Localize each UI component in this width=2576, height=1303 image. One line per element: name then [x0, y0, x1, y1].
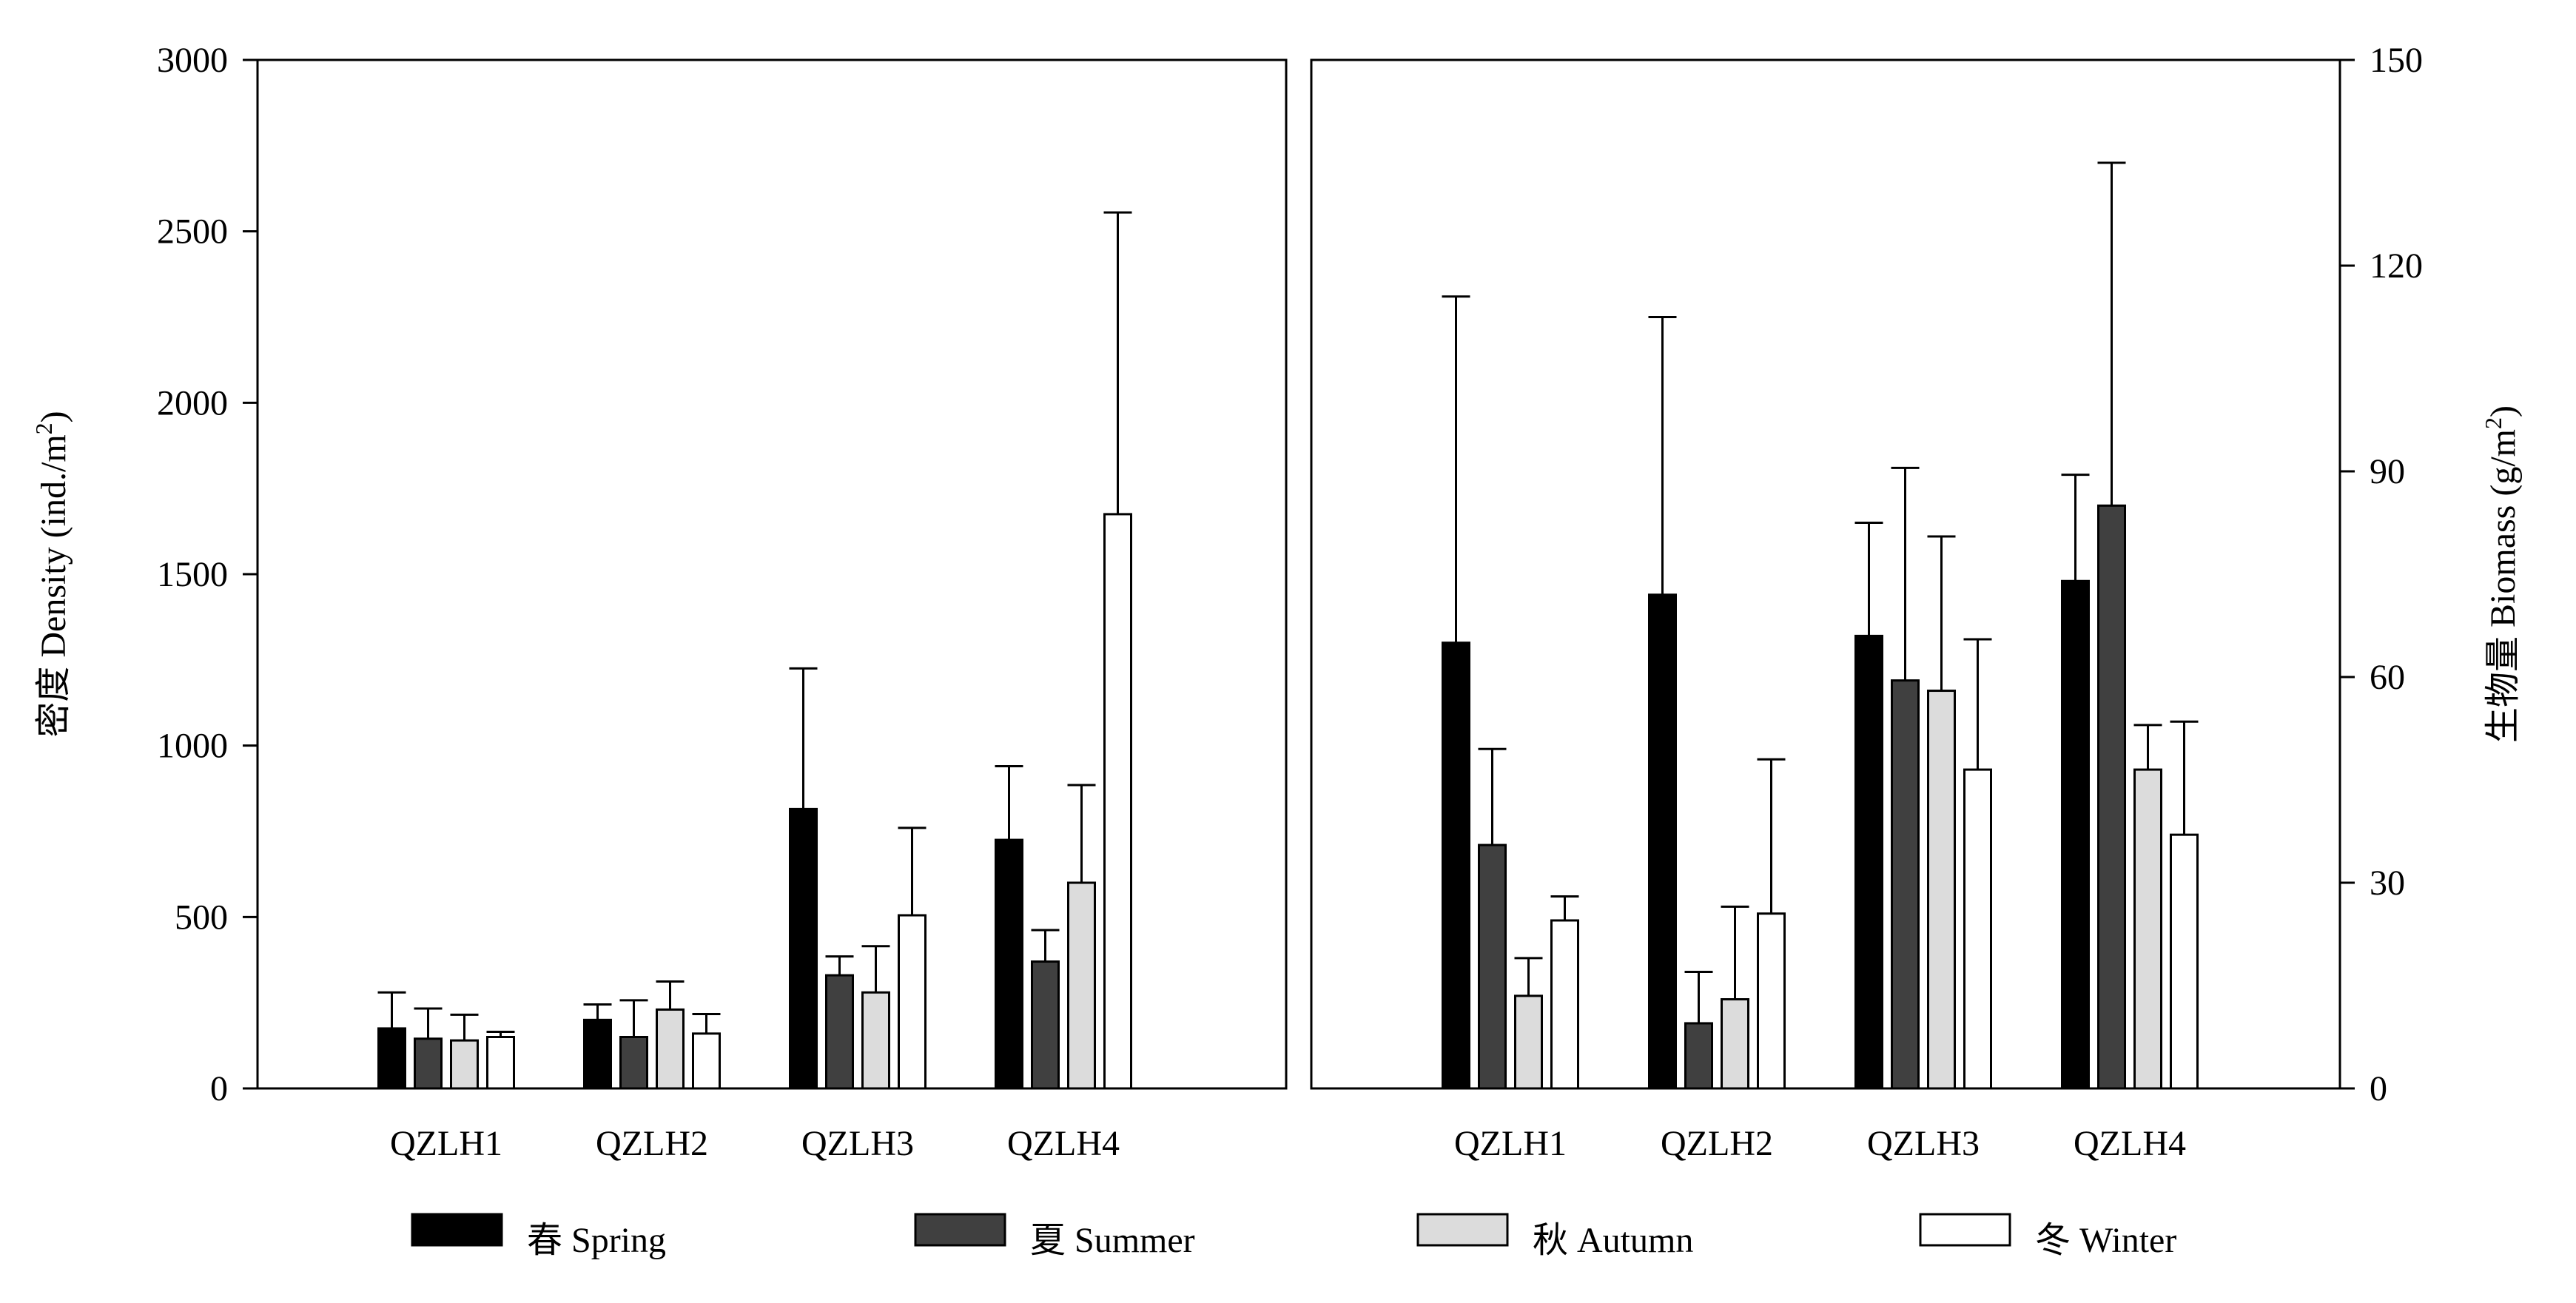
bar-winter — [1757, 912, 1786, 1090]
bar-winter — [486, 1036, 515, 1090]
bar-winter — [1103, 513, 1132, 1090]
bar-autumn — [861, 991, 890, 1090]
legend-swatch-autumn — [1416, 1213, 1509, 1247]
x-tick-label: QZLH3 — [801, 1124, 914, 1163]
bar-winter — [1963, 768, 1992, 1090]
legend-swatch-spring — [411, 1213, 503, 1247]
legend-label-winter: 冬 Winter — [2035, 1221, 2176, 1260]
bar-winter — [1550, 919, 1579, 1090]
y-tick-label: 1000 — [157, 727, 228, 766]
bar-summer — [2097, 504, 2126, 1090]
legend-label-summer: 夏 Summer — [1030, 1221, 1195, 1260]
y-tick-label: 2500 — [157, 212, 228, 252]
legend: 春 Spring 夏 Summer 秋 Autumn 冬 Winter — [411, 1213, 2176, 1260]
bar-autumn — [1067, 881, 1096, 1090]
x-tick-label: QZLH3 — [1867, 1124, 1980, 1163]
bar-summer — [1478, 844, 1507, 1090]
bar-autumn — [1721, 998, 1749, 1090]
x-tick-label: QZLH2 — [1661, 1124, 1773, 1163]
x-tick-label: QZLH4 — [1007, 1124, 1120, 1163]
y-tick-label: 3000 — [157, 41, 228, 80]
bar-spring — [789, 807, 818, 1090]
bar-summer — [825, 974, 854, 1090]
y-tick-label: 90 — [2370, 452, 2405, 491]
bar-autumn — [656, 1008, 685, 1090]
y-tick-label: 500 — [175, 898, 228, 937]
bar-spring — [1854, 634, 1883, 1090]
bar-spring — [2061, 579, 2090, 1090]
bar-spring — [1442, 642, 1470, 1090]
y-tick-label: 0 — [210, 1069, 228, 1108]
biomass-chart: 0 30 60 90 120 150 生物量 Biomass (g/m2) QZLH1 QZLH… — [1310, 41, 2523, 1163]
y-tick-label: 30 — [2370, 863, 2405, 903]
y-tick-label: 0 — [2370, 1069, 2387, 1108]
x-tick-label: QZLH4 — [2074, 1124, 2186, 1163]
density-chart: 0 500 1000 1500 2000 2500 3000 密度 Density (ind.… — [30, 41, 1288, 1163]
bar-spring — [995, 838, 1023, 1090]
y-tick-label: 2000 — [157, 383, 228, 422]
bar-summer — [1031, 960, 1060, 1090]
bar-summer — [619, 1036, 648, 1090]
y-tick-label: 150 — [2370, 41, 2423, 80]
bar-autumn — [1927, 690, 1956, 1090]
y-axis-label: 密度 Density (ind./m2) — [30, 411, 73, 737]
bar-spring — [1648, 593, 1677, 1090]
plot-frame — [1310, 58, 2341, 1090]
y-tick-label: 60 — [2370, 658, 2405, 697]
bar-autumn — [2133, 768, 2162, 1090]
legend-label-spring: 春 Spring — [527, 1221, 666, 1260]
bar-summer — [1684, 1022, 1713, 1090]
bar-winter — [2170, 833, 2199, 1090]
x-tick-label: QZLH1 — [390, 1124, 502, 1163]
legend-swatch-winter — [1919, 1213, 2011, 1247]
legend-swatch-summer — [914, 1213, 1006, 1247]
bar-summer — [414, 1037, 443, 1090]
bar-autumn — [450, 1039, 479, 1090]
x-tick-label: QZLH1 — [1454, 1124, 1567, 1163]
bar-summer — [1891, 679, 1920, 1090]
y-tick-label: 120 — [2370, 246, 2423, 286]
bar-spring — [377, 1027, 406, 1090]
y-tick-label: 1500 — [157, 555, 228, 594]
bar-autumn — [1514, 994, 1543, 1090]
y-axis-label: 生物量 Biomass (g/m2) — [2480, 405, 2523, 743]
bar-winter — [692, 1032, 721, 1090]
bar-spring — [583, 1018, 612, 1090]
bar-winter — [898, 914, 927, 1090]
legend-label-autumn: 秋 Autumn — [1533, 1221, 1693, 1260]
x-tick-label: QZLH2 — [596, 1124, 708, 1163]
